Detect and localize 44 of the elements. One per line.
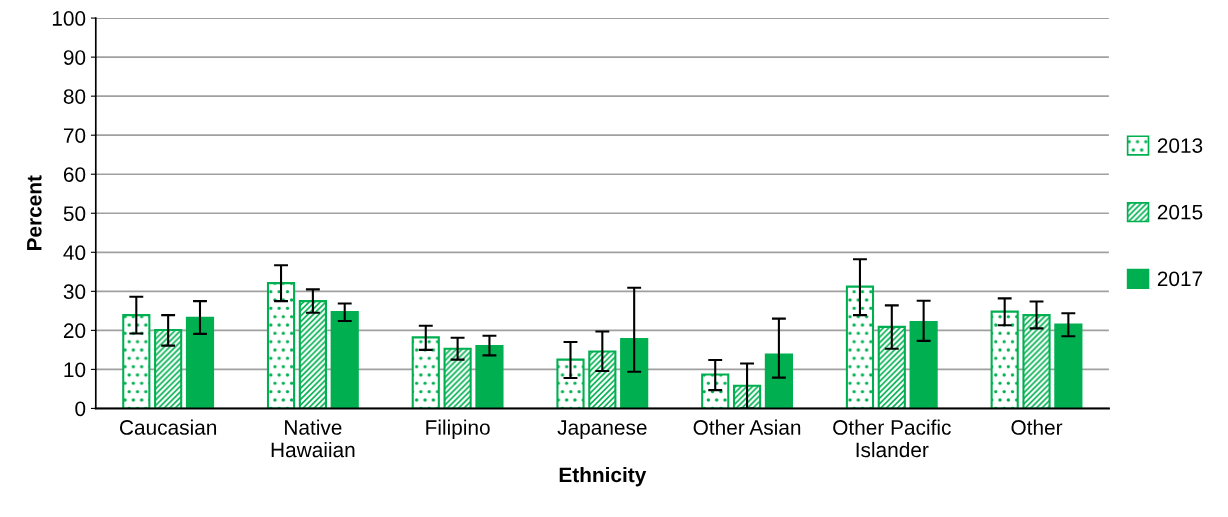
y-tick-label: 50 <box>63 206 86 222</box>
bar <box>330 310 359 409</box>
y-tick-label: 70 <box>63 128 86 143</box>
bar <box>1054 323 1083 409</box>
bar <box>475 344 504 409</box>
bar <box>1022 314 1051 409</box>
y-axis-title: Percent <box>27 175 42 251</box>
bar <box>154 328 183 409</box>
bar <box>588 350 617 409</box>
bar <box>909 321 938 409</box>
x-axis-title: Ethnicity <box>559 466 647 487</box>
y-tick-label: 0 <box>75 401 86 417</box>
bar <box>701 373 730 409</box>
x-tick-label: Caucasian <box>119 419 217 435</box>
y-tick-label: 100 <box>52 11 86 26</box>
y-tick-label: 60 <box>63 167 86 182</box>
bar <box>845 285 875 409</box>
bar <box>298 300 327 409</box>
bar <box>411 336 440 409</box>
x-tick-label: Other Pacific Islander <box>833 419 951 458</box>
y-tick-label: 80 <box>63 89 86 104</box>
bar <box>122 314 151 409</box>
bar <box>443 347 472 409</box>
legend-label: 2017 <box>1157 271 1203 287</box>
bar <box>266 282 296 409</box>
x-tick-label: Filipino <box>426 419 490 439</box>
bar <box>185 316 215 409</box>
x-tick-label: Japanese <box>557 420 647 439</box>
bar <box>556 358 585 409</box>
x-tick-label: Other Asian <box>693 419 801 435</box>
bar <box>764 353 793 409</box>
y-tick-label: 20 <box>63 323 86 339</box>
y-tick-label: 90 <box>63 50 86 65</box>
y-tick-label: 30 <box>63 284 86 300</box>
legend-label: 2015 <box>1157 204 1203 220</box>
legend-label: 2013 <box>1157 138 1203 153</box>
bar <box>620 337 649 409</box>
x-tick-label: Native Hawaiian <box>271 419 355 458</box>
bar <box>877 325 906 409</box>
y-tick-label: 10 <box>64 362 86 378</box>
x-tick-label: Other <box>1011 419 1063 435</box>
y-tick-label: 40 <box>63 245 86 261</box>
bar <box>732 384 762 409</box>
bar <box>990 310 1019 409</box>
